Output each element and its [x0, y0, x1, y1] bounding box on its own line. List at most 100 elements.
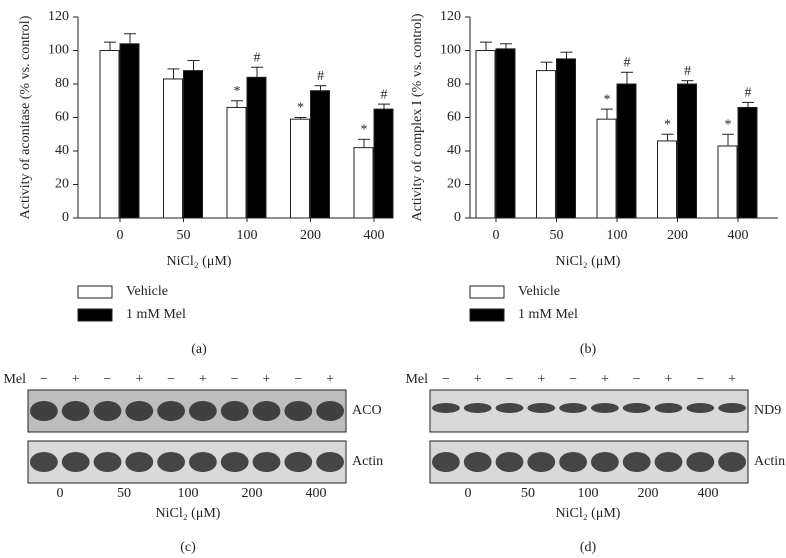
lane-sign: +: [135, 372, 143, 387]
x-tick-label: 0: [57, 486, 64, 501]
blot-band: [559, 403, 587, 413]
significance-marker: *: [297, 101, 304, 116]
lane-sign: −: [167, 372, 175, 387]
x-tick-label: 400: [306, 486, 327, 501]
blot-band: [284, 452, 313, 472]
blot-band: [316, 452, 344, 472]
y-tick-label: 40: [447, 143, 461, 158]
protein-label: ND9: [754, 403, 781, 418]
y-tick-label: 60: [55, 110, 69, 125]
blot-band: [686, 403, 715, 413]
x-tick-label: 50: [550, 228, 564, 243]
blot-band: [686, 452, 715, 472]
x-tick-label: 50: [521, 486, 535, 501]
mel-label: Mel: [405, 372, 428, 387]
bar: [183, 70, 203, 219]
bar: [717, 145, 738, 219]
blot-band: [30, 401, 58, 421]
y-tick-label: 0: [62, 210, 69, 225]
x-tick-label: 100: [607, 228, 628, 243]
significance-marker: #: [381, 87, 388, 102]
blot-band: [591, 403, 619, 413]
panel-label: (b): [580, 342, 597, 357]
blot-band: [157, 452, 186, 472]
blot-band: [463, 403, 492, 413]
y-tick-label: 100: [48, 43, 69, 58]
lane-sign: −: [231, 372, 239, 387]
significance-marker: #: [684, 64, 691, 79]
y-tick-label: 120: [440, 9, 461, 24]
y-tick-label: 40: [55, 143, 69, 158]
x-tick-label: 100: [237, 228, 258, 243]
bar: [246, 76, 267, 219]
blot-band: [189, 401, 217, 421]
blot-band: [252, 452, 281, 472]
protein-label: ACO: [352, 403, 382, 418]
x-tick-label: 0: [493, 228, 500, 243]
lane-sign: +: [326, 372, 334, 387]
x-tick-label: 50: [117, 486, 131, 501]
lane-sign: +: [728, 372, 736, 387]
protein-label: Actin: [754, 454, 785, 469]
blot-band: [527, 452, 556, 472]
bar: [657, 140, 677, 219]
significance-marker: #: [745, 86, 752, 101]
blot-band: [125, 452, 154, 472]
blot-band: [527, 403, 556, 413]
significance-marker: *: [664, 117, 671, 132]
blot-band: [189, 452, 217, 472]
legend-label: Vehicle: [126, 284, 168, 299]
panel-label: (c): [180, 540, 196, 555]
y-tick-label: 0: [454, 210, 461, 225]
lane-sign: +: [263, 372, 271, 387]
blot-band: [432, 403, 460, 413]
blot-band: [495, 403, 524, 413]
lane-sign: −: [442, 372, 450, 387]
blot-band: [654, 452, 683, 472]
lane-sign: −: [506, 372, 514, 387]
lane-sign: +: [474, 372, 482, 387]
x-tick-label: 200: [667, 228, 688, 243]
bar: [556, 58, 576, 219]
blot-band: [252, 401, 281, 421]
blot-band: [316, 401, 344, 421]
lane-sign: −: [696, 372, 704, 387]
blot-band: [125, 401, 154, 421]
x-tick-label: 200: [242, 486, 263, 501]
y-tick-label: 80: [55, 76, 69, 91]
blot-band: [559, 452, 587, 472]
legend-swatch: [77, 285, 113, 299]
blot-band: [432, 452, 460, 472]
x-tick-label: 0: [117, 228, 124, 243]
legend-label: 1 mM Mel: [126, 307, 186, 322]
significance-marker: #: [624, 55, 631, 70]
blot-band: [220, 452, 249, 472]
blot-band: [718, 403, 746, 413]
panel-label: (a): [191, 342, 207, 357]
x-tick-label: 400: [364, 228, 385, 243]
blot-band: [463, 452, 492, 472]
bar: [119, 43, 140, 219]
panel-label: (d): [580, 540, 597, 555]
bar: [737, 106, 758, 219]
y-axis-label: Activity of complex I (% vs. control): [410, 13, 425, 221]
lane-sign: −: [104, 372, 112, 387]
bar: [163, 78, 183, 219]
significance-marker: *: [725, 117, 732, 132]
bar: [596, 118, 617, 219]
blot-band: [622, 452, 651, 472]
lane-sign: −: [40, 372, 48, 387]
blot-band: [495, 452, 524, 472]
x-tick-label: 50: [177, 228, 191, 243]
legend-label: Vehicle: [518, 284, 560, 299]
lane-sign: +: [72, 372, 80, 387]
significance-marker: *: [361, 122, 368, 137]
blot-band: [654, 403, 683, 413]
x-axis-label: NiCl₂ (μM): [156, 506, 221, 521]
significance-marker: #: [254, 50, 261, 65]
blot-band: [220, 401, 249, 421]
bar: [290, 118, 310, 219]
lane-sign: −: [633, 372, 641, 387]
x-axis-label: NiCl₂ (μM): [556, 506, 621, 521]
